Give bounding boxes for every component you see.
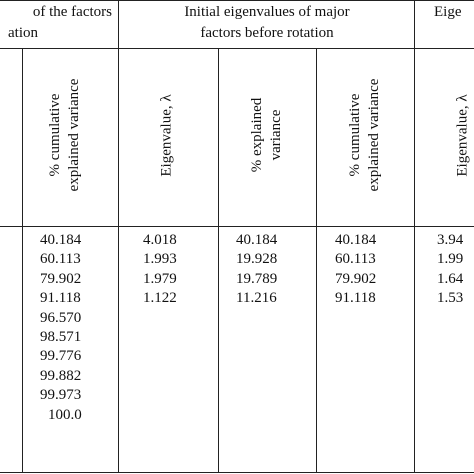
group-header-right-line-1: Eige (434, 4, 462, 20)
table-cell: 79.902 (40, 270, 82, 287)
table-cell: 40.184 (236, 232, 278, 248)
column-divider-3 (316, 48, 317, 473)
column-cumulative-variance-b: 40.184 60.113 79.902 91.118 (335, 231, 376, 309)
table-cell: 99.882 (40, 367, 82, 384)
table-cell: 60.113 (40, 251, 81, 268)
table-cell: 100.0 (48, 406, 82, 423)
table-cell: 19.789 (236, 270, 278, 287)
column-cumulative-variance-a: 40.184 60.113 79.902 91.118 96.570 98.57… (40, 231, 82, 425)
table-cell: 98.571 (40, 328, 82, 345)
column-eigenvalue-c: 3.94 1.99 1.64 1.53 (437, 231, 463, 309)
subheader-explained-variance-b: % explained variance (249, 97, 284, 173)
table-bottom-rule (0, 472, 474, 473)
table-cell: 79.902 (335, 270, 377, 287)
table-cell: 96.570 (40, 309, 82, 326)
table-cell: 1.122 (143, 290, 177, 307)
table-cell: 91.118 (335, 290, 376, 307)
column-divider-1 (118, 0, 119, 473)
table-cell: 4.018 (143, 232, 177, 248)
subheader-eigenvalue-c: Eigenvalue, λ (454, 94, 471, 177)
table-cell: 1.64 (437, 270, 464, 287)
column-divider-4 (414, 0, 415, 473)
group-header-rule (0, 48, 474, 49)
table-cell: 60.113 (335, 251, 376, 268)
group-header-left-line-1: of the factors (32, 4, 112, 20)
group-header-initial-line-2: factors before rotation (200, 25, 334, 41)
column-divider-0 (22, 48, 23, 473)
group-header-left-line-2: ation (8, 25, 38, 41)
column-explained-variance-b: 40.184 19.928 19.789 11.216 (236, 231, 277, 309)
table-cell: 91.118 (40, 290, 81, 307)
table-cell: 11.216 (236, 290, 277, 307)
table-cell: 1.993 (143, 251, 177, 268)
header-bottom-rule (0, 226, 474, 227)
subheader-eigenvalue-b: Eigenvalue, λ (158, 94, 175, 177)
table-cell: 40.184 (40, 232, 82, 248)
table-cell: 3.94 (437, 232, 464, 248)
table-cell: 1.99 (437, 251, 464, 268)
table-cell: 19.928 (236, 251, 278, 268)
table-top-rule (0, 0, 474, 1)
table-cell: 1.979 (143, 270, 177, 287)
table-cell: 40.184 (335, 232, 377, 248)
table-cell: 99.973 (40, 387, 82, 404)
subheader-cumulative-variance-a: % cumulative explained variance (47, 78, 82, 192)
table-cell: 1.53 (437, 290, 464, 307)
subheader-cumulative-variance-b: % cumulative explained variance (347, 78, 382, 192)
group-header-initial-line-1: Initial eigenvalues of major (184, 4, 350, 20)
column-eigenvalue-b: 4.018 1.993 1.979 1.122 (143, 231, 177, 309)
table-cell: 99.776 (40, 348, 82, 365)
column-divider-2 (218, 48, 219, 473)
